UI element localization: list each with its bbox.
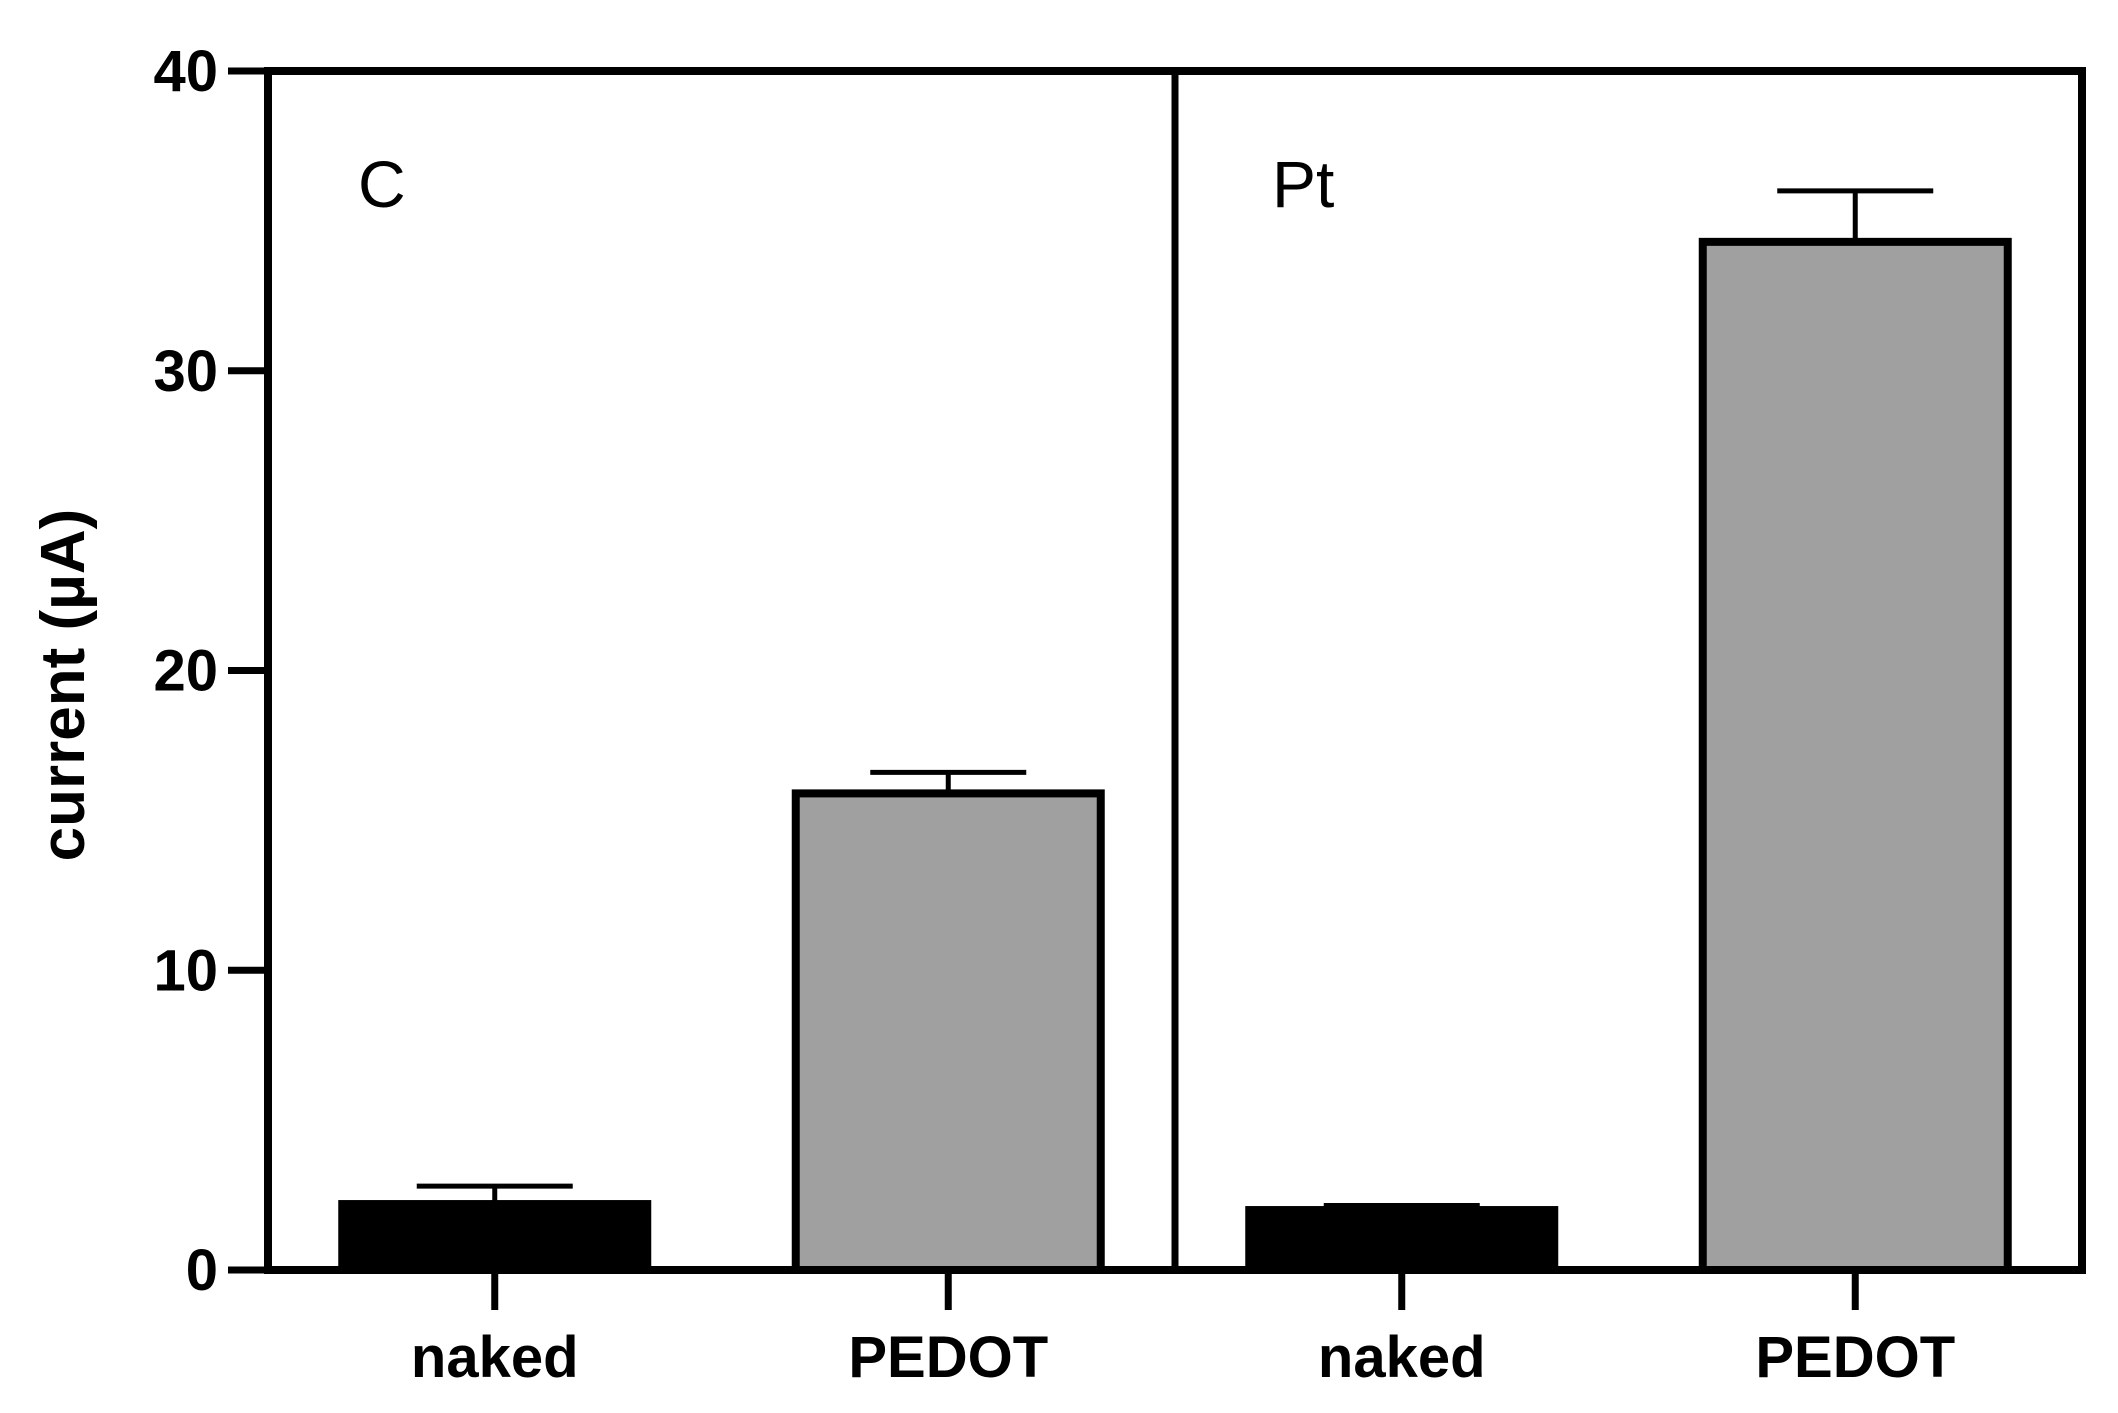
y-tick-label: 0	[186, 1238, 218, 1303]
bar	[1245, 1206, 1559, 1275]
panel-label: Pt	[1272, 147, 1334, 221]
bar	[1698, 237, 2012, 1274]
y-axis: 0 10 20 30 40	[153, 39, 268, 1303]
y-tick-label: 10	[153, 938, 218, 1003]
bar	[791, 789, 1105, 1275]
bars	[338, 188, 2012, 1275]
x-tick-label: PEDOT	[1755, 1325, 1955, 1390]
bar	[338, 1200, 652, 1275]
x-tick-label: naked	[1318, 1325, 1486, 1390]
y-axis-title: current (µA)	[29, 509, 98, 862]
panel-label: C	[358, 147, 406, 221]
y-tick-label: 40	[153, 39, 218, 104]
y-tick-label: 30	[153, 339, 218, 404]
x-tick-label: naked	[411, 1325, 579, 1390]
x-tick-label: PEDOT	[848, 1325, 1048, 1390]
y-tick-label: 20	[153, 639, 218, 704]
